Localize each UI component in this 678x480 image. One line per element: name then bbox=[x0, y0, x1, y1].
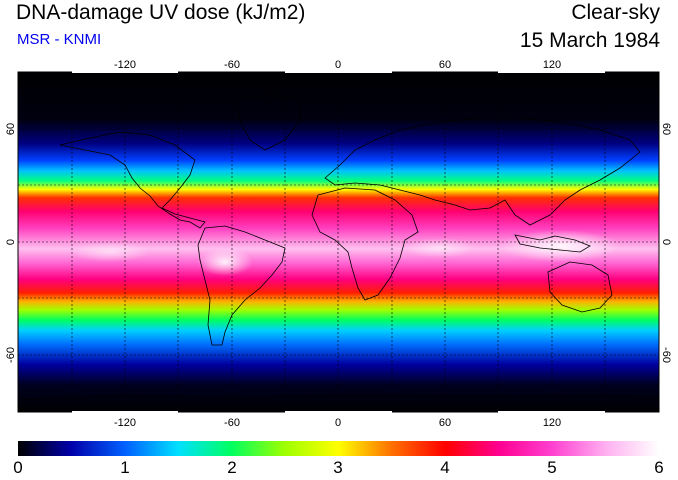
chart-title: DNA-damage UV dose (kJ/m2) bbox=[16, 1, 306, 24]
lat-label-left: 60 bbox=[5, 123, 17, 135]
colorbar-label: 1 bbox=[120, 458, 130, 477]
colorbar-label: 5 bbox=[547, 458, 557, 477]
sky-condition-label: Clear-sky bbox=[571, 1, 660, 24]
europe-asia-coast bbox=[324, 117, 641, 226]
graticule bbox=[18, 72, 659, 412]
colorbar-label: 4 bbox=[440, 458, 450, 477]
lon-label-top: -120 bbox=[114, 59, 136, 71]
lon-label-bottom: 60 bbox=[439, 417, 451, 429]
antarctica-coast bbox=[18, 394, 659, 401]
lat-label-left: -60 bbox=[5, 347, 17, 363]
lat-label-right: -60 bbox=[660, 347, 672, 363]
lon-label-top: 60 bbox=[439, 59, 451, 71]
lat-label-right: 0 bbox=[660, 239, 672, 245]
lon-label-bottom: 120 bbox=[543, 417, 561, 429]
colorbar bbox=[18, 441, 659, 456]
lon-label-top: 120 bbox=[543, 59, 561, 71]
source-label: MSR - KNMI bbox=[17, 31, 102, 48]
lon-label-bottom: -120 bbox=[114, 417, 136, 429]
north-america-coast bbox=[59, 131, 206, 229]
date-label: 15 March 1984 bbox=[519, 29, 660, 52]
coastlines bbox=[18, 94, 659, 401]
lon-label-bottom: -60 bbox=[224, 417, 240, 429]
indonesia-coast bbox=[514, 234, 591, 253]
lon-label-top: -60 bbox=[224, 59, 240, 71]
lat-label-left: 0 bbox=[5, 239, 17, 245]
south-america-coast bbox=[197, 225, 286, 346]
colorbar-label: 2 bbox=[227, 458, 237, 477]
colorbar-label: 0 bbox=[13, 458, 23, 477]
colorbar-label: 3 bbox=[333, 458, 343, 477]
colorbar-label: 6 bbox=[654, 458, 664, 477]
africa-coast bbox=[311, 187, 419, 301]
lat-label-right: 60 bbox=[660, 123, 672, 135]
australia-coast bbox=[547, 261, 613, 313]
frame-ticks bbox=[72, 70, 605, 414]
lon-label-bottom: 0 bbox=[335, 417, 341, 429]
lon-label-top: 0 bbox=[335, 59, 341, 71]
